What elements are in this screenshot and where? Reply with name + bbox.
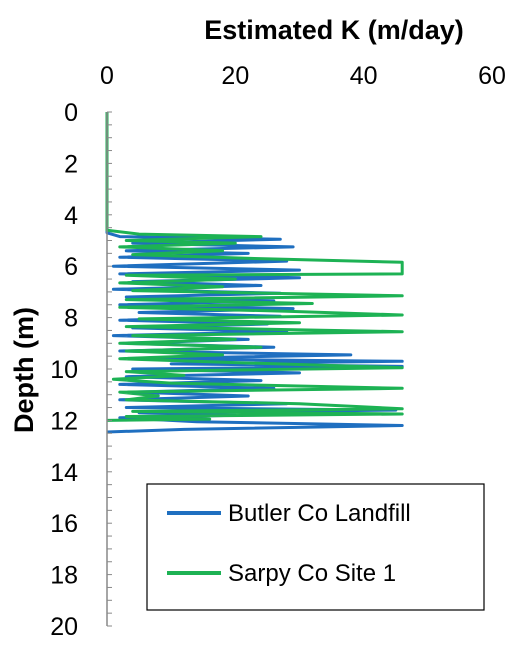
x-tick-label: 60: [478, 62, 506, 90]
x-tick-labels: 0 20 40 60: [100, 62, 506, 90]
legend: Butler Co Landfill Sarpy Co Site 1: [146, 483, 485, 611]
y-tick-label: 2: [64, 150, 78, 178]
y-tick-label: 20: [50, 613, 78, 641]
legend-label-sarpy: Sarpy Co Site 1: [228, 560, 396, 587]
y-tick-label: 0: [64, 99, 78, 127]
y-axis-title: Depth (m): [9, 307, 39, 433]
y-tick-label: 6: [64, 253, 78, 281]
y-tick-label: 4: [64, 202, 78, 230]
y-tick-label: 18: [50, 562, 78, 590]
y-tick-label: 16: [50, 510, 78, 538]
y-tick-label: 8: [64, 305, 78, 333]
series-line-sarpy: [105, 112, 404, 422]
y-tick-label: 10: [50, 356, 78, 384]
x-tick-label: 20: [221, 62, 249, 90]
y-tick-label: 14: [50, 459, 78, 487]
x-tick-label: 0: [100, 62, 114, 90]
legend-box: [146, 483, 485, 611]
y-axis-minor-ticks: [107, 111, 112, 627]
x-axis-title: Estimated K (m/day): [204, 15, 464, 45]
y-tick-label: 12: [50, 407, 78, 435]
y-tick-labels: 0 2 4 6 8 10 12 14 16 18 20: [50, 99, 78, 641]
legend-label-butler: Butler Co Landfill: [228, 500, 411, 527]
plot-series: [105, 112, 404, 434]
x-tick-label: 40: [350, 62, 378, 90]
